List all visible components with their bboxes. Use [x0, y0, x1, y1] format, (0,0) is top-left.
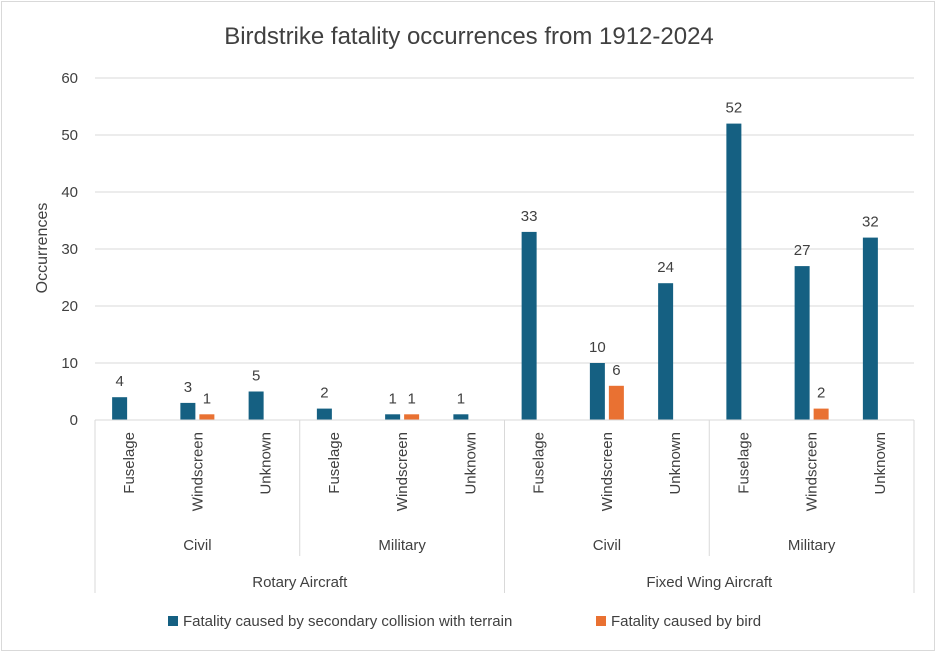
data-label: 33 — [521, 208, 538, 225]
subgroup-label: Military — [378, 537, 426, 554]
category-label: Unknown — [667, 432, 684, 495]
bar — [521, 231, 537, 420]
bar — [248, 391, 264, 420]
data-label: 52 — [726, 100, 743, 117]
category-label: Fuselage — [326, 432, 343, 494]
data-label: 2 — [320, 385, 328, 402]
data-label: 1 — [457, 390, 465, 407]
category-label: Fuselage — [735, 432, 752, 494]
bar — [453, 414, 469, 420]
legend-label: Fatality caused by secondary collision w… — [183, 613, 512, 630]
bar — [726, 123, 742, 420]
y-tick-label: 40 — [61, 184, 78, 201]
subgroup-label: Military — [788, 537, 836, 554]
category-label: Windscreen — [394, 432, 411, 511]
bars — [112, 123, 878, 420]
group-label: Fixed Wing Aircraft — [646, 574, 773, 591]
category-label: Unknown — [872, 432, 889, 495]
category-label: Fuselage — [531, 432, 548, 494]
category-label: Windscreen — [804, 432, 821, 511]
category-label: Unknown — [462, 432, 479, 495]
y-tick-label: 60 — [61, 70, 78, 87]
x-axis: Fuselage Windscreen Unknown Fuselage Windscr… — [94, 419, 915, 593]
gridlines — [95, 77, 914, 364]
bar — [404, 414, 420, 420]
bar — [385, 414, 401, 420]
y-axis-label: Occurrences — [34, 203, 51, 294]
data-label: 27 — [794, 242, 811, 259]
bar — [589, 363, 605, 420]
bar — [112, 397, 128, 420]
data-label: 32 — [862, 214, 879, 231]
subgroup-label: Civil — [593, 537, 621, 554]
bar — [199, 414, 215, 420]
bar — [180, 402, 196, 420]
data-label: 10 — [589, 339, 606, 356]
y-tick-label: 30 — [61, 241, 78, 258]
y-tick-labels: 0 10 20 30 40 50 60 — [61, 70, 78, 429]
legend-swatch — [168, 616, 178, 626]
bar — [794, 266, 810, 420]
bar — [608, 385, 624, 420]
data-label: 1 — [388, 390, 396, 407]
legend: Fatality caused by secondary collision w… — [168, 613, 761, 630]
category-label: Windscreen — [599, 432, 616, 511]
bar — [813, 408, 829, 420]
legend-label: Fatality caused by bird — [611, 613, 761, 630]
data-label: 4 — [115, 373, 123, 390]
group-label: Rotary Aircraft — [252, 574, 348, 591]
data-label: 3 — [184, 379, 192, 396]
category-label: Windscreen — [189, 432, 206, 511]
y-tick-label: 0 — [70, 412, 78, 429]
subgroup-label: Civil — [183, 537, 211, 554]
bar — [862, 237, 878, 420]
y-tick-label: 20 — [61, 298, 78, 315]
data-label: 6 — [612, 362, 620, 379]
bar — [316, 408, 332, 420]
data-label: 1 — [203, 390, 211, 407]
y-tick-label: 10 — [61, 355, 78, 372]
data-label: 1 — [407, 390, 415, 407]
bar — [658, 283, 674, 420]
data-label: 5 — [252, 368, 260, 385]
y-tick-label: 50 — [61, 127, 78, 144]
data-label: 24 — [657, 259, 674, 276]
legend-swatch — [596, 616, 606, 626]
data-label: 2 — [817, 385, 825, 402]
category-label: Fuselage — [121, 432, 138, 494]
category-label: Unknown — [258, 432, 275, 495]
chart-title: Birdstrike fatality occurrences from 191… — [224, 23, 714, 50]
